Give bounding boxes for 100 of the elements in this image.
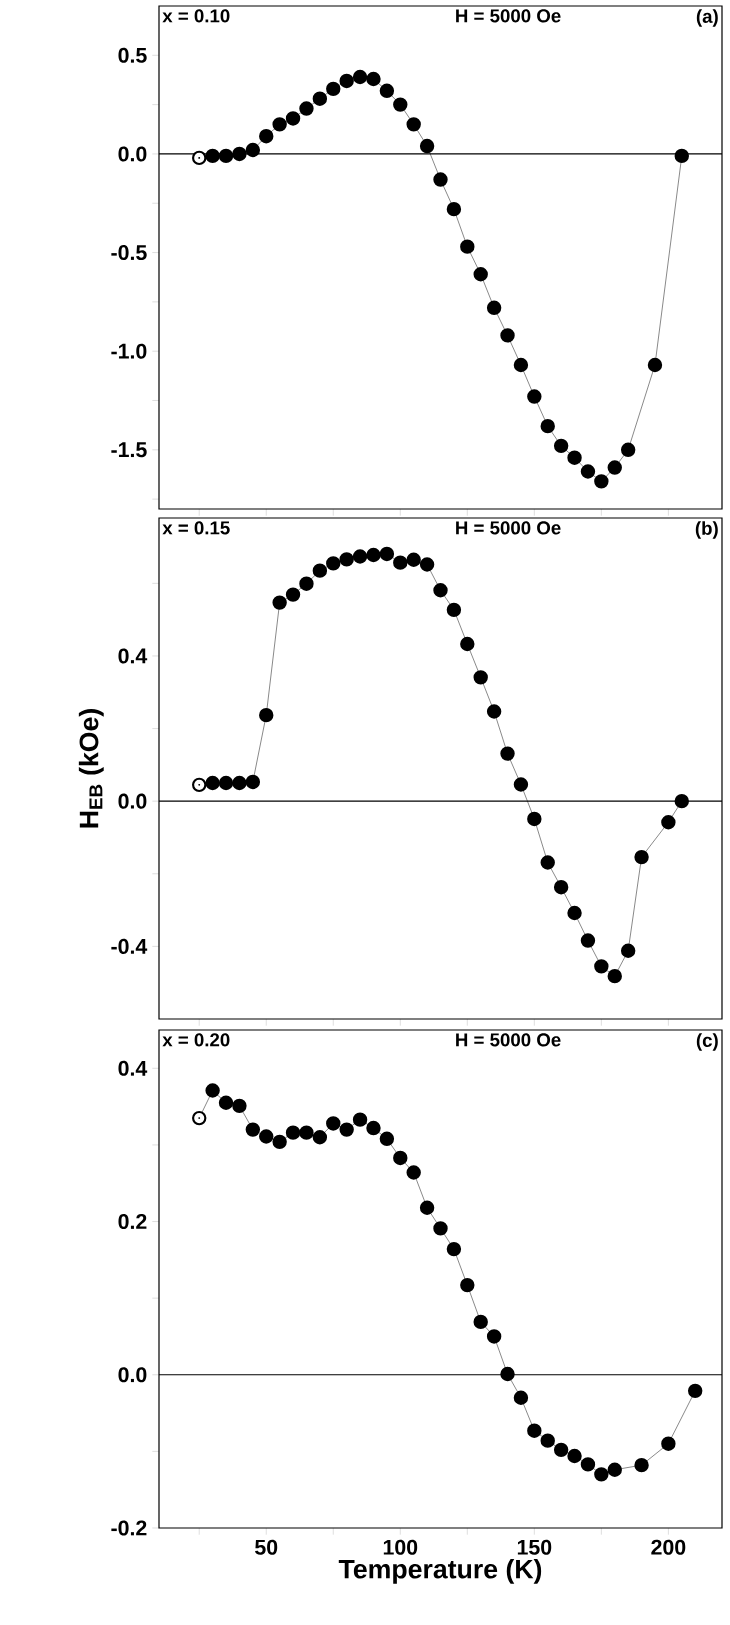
point (218, 775, 234, 791)
y-tick-label: 0.0 (118, 793, 147, 809)
point (620, 442, 636, 458)
point (446, 1241, 462, 1257)
point (419, 138, 435, 154)
point (259, 1129, 274, 1144)
annotation: H = 5000 Oe (456, 9, 561, 23)
point (594, 474, 609, 489)
point (473, 1314, 488, 1330)
point (406, 117, 421, 132)
point (527, 1423, 542, 1438)
y-tick-label: 0.0 (118, 1367, 147, 1383)
point (647, 357, 663, 373)
point (500, 328, 515, 343)
point (299, 101, 314, 116)
point (326, 81, 341, 97)
point (326, 1116, 341, 1131)
point (433, 172, 448, 187)
point (366, 71, 381, 87)
point (285, 1125, 301, 1140)
point (393, 97, 408, 112)
x-tick-label: 150 (517, 1539, 552, 1555)
point (500, 1366, 515, 1382)
point (326, 556, 341, 571)
point (379, 1131, 395, 1146)
point (460, 636, 475, 652)
annotation: x = 0.15 (162, 521, 230, 535)
y-tick-label: 0.2 (118, 1213, 147, 1230)
annotation: (b) (695, 521, 718, 539)
point (352, 549, 368, 564)
point (540, 1433, 555, 1448)
y-tick-label: 0.5 (118, 47, 147, 63)
point (473, 267, 488, 282)
point (406, 552, 421, 567)
point (446, 602, 462, 618)
point (205, 1083, 220, 1098)
point (553, 438, 569, 454)
point (352, 69, 368, 85)
point (366, 547, 381, 563)
point (205, 775, 220, 791)
point (513, 777, 529, 792)
x-axis-title: Temperature (K) (338, 1558, 542, 1584)
annotation: x = 0.20 (162, 1033, 230, 1047)
point (486, 1329, 502, 1344)
point (513, 357, 529, 373)
point (393, 1150, 408, 1166)
point (218, 1095, 234, 1110)
point (446, 201, 462, 217)
point (339, 73, 354, 89)
point (607, 1462, 622, 1477)
point (192, 777, 207, 793)
point (580, 1457, 596, 1472)
point (339, 552, 354, 567)
point (580, 933, 596, 948)
point (379, 546, 395, 562)
point (486, 704, 502, 719)
point (433, 1221, 448, 1236)
point (607, 460, 622, 475)
point (285, 111, 301, 126)
x-tick-label: 100 (383, 1539, 418, 1555)
point (192, 150, 207, 166)
point (607, 968, 622, 984)
point (245, 1122, 261, 1137)
point (540, 855, 555, 870)
point (272, 117, 287, 132)
point (634, 1457, 649, 1473)
point (540, 418, 555, 434)
point (473, 670, 488, 685)
point (460, 1277, 475, 1293)
point (513, 1390, 529, 1405)
point (620, 943, 636, 958)
point (312, 563, 328, 578)
point (232, 146, 247, 162)
point (232, 1098, 247, 1114)
point (259, 128, 274, 144)
point (299, 576, 314, 591)
point (553, 1442, 569, 1458)
point (661, 815, 676, 830)
point (205, 148, 220, 164)
point (312, 1130, 328, 1145)
point (486, 300, 502, 315)
point (379, 83, 395, 99)
y-tick-label: 0.4 (118, 1060, 148, 1076)
point (406, 1165, 421, 1180)
point (393, 555, 408, 570)
point (419, 557, 435, 572)
point (567, 905, 582, 921)
point (433, 583, 448, 598)
point (218, 148, 234, 164)
point (232, 775, 247, 791)
annotation: (c) (696, 1033, 718, 1051)
point (272, 1134, 287, 1150)
annotation: (a) (696, 9, 718, 27)
point (553, 880, 569, 895)
y-tick-label: 0.4 (118, 648, 148, 664)
y-tick-label: -0.4 (111, 938, 148, 954)
point (567, 450, 582, 465)
point (285, 587, 301, 602)
y-axis-title: H$_{EB}$ (kOe) (78, 709, 104, 828)
point (352, 1112, 368, 1127)
